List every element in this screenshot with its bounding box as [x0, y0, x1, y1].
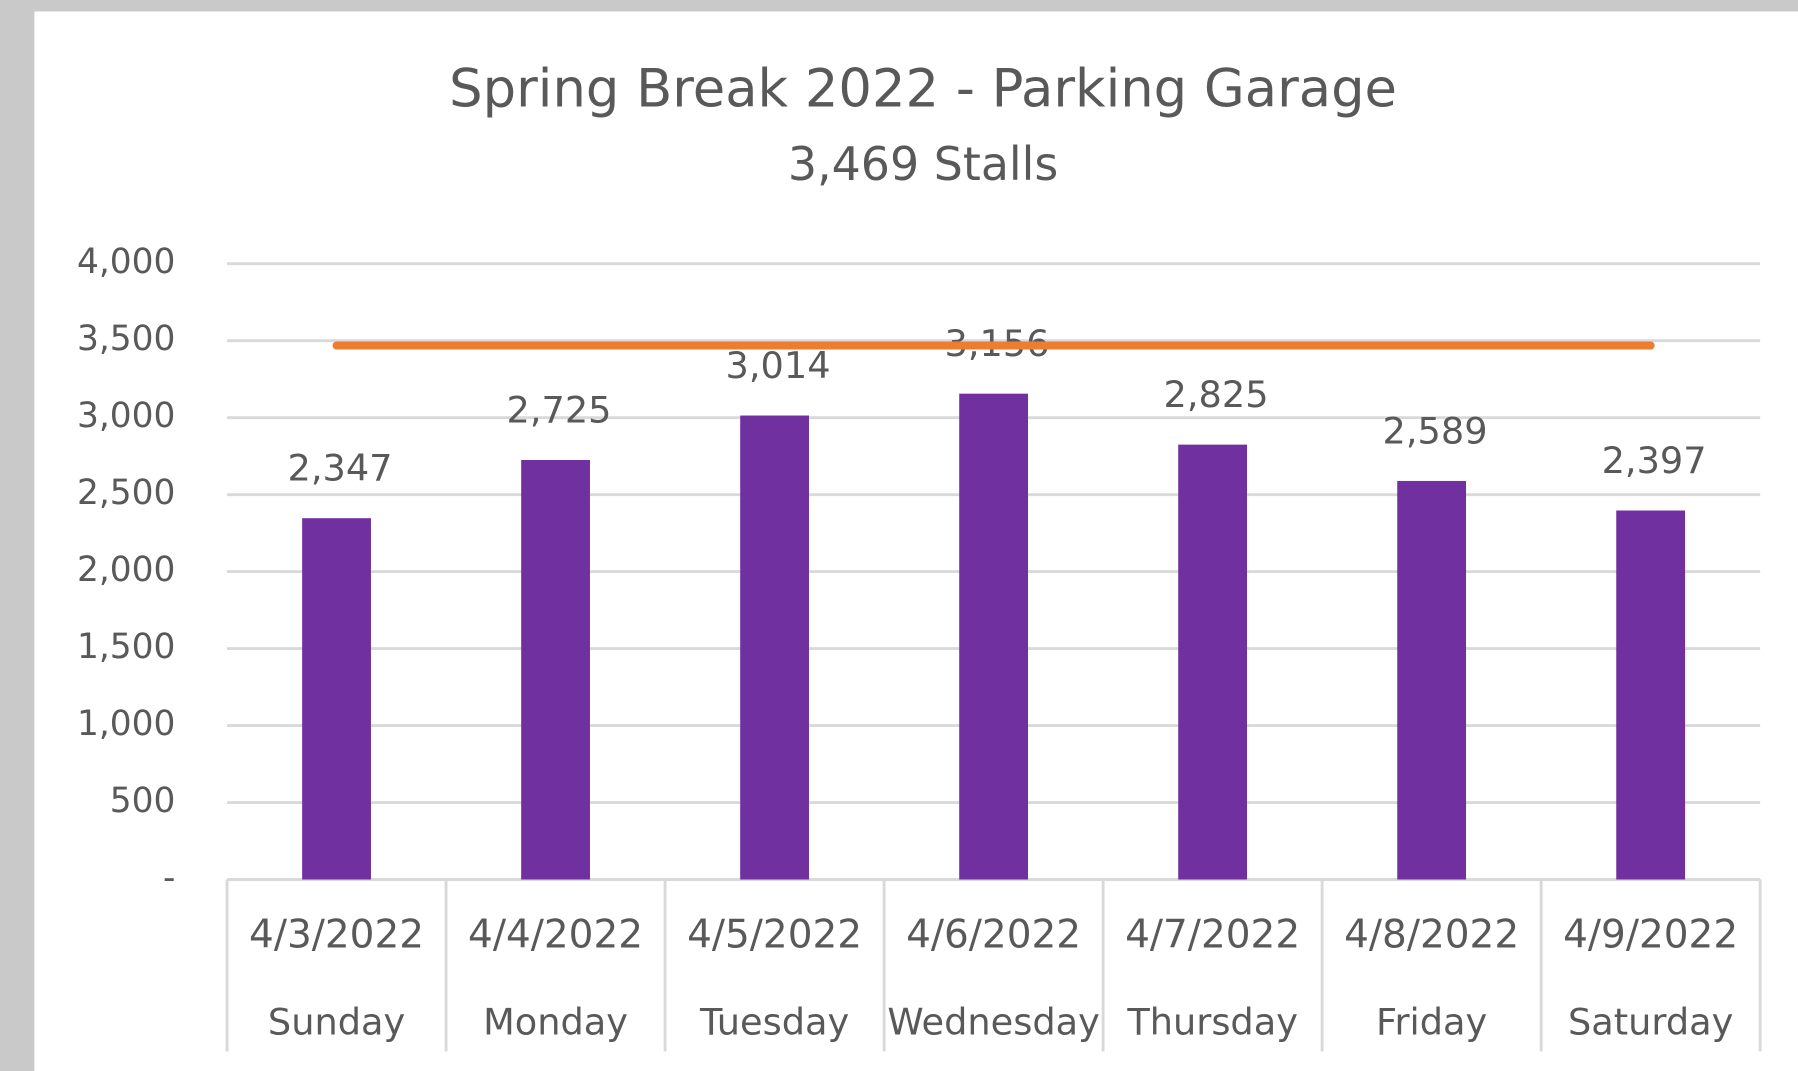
y-tick-label: - [163, 858, 175, 898]
bar [1178, 444, 1248, 880]
x-weekday-label: Tuesday [699, 1000, 849, 1043]
data-label: 2,725 [506, 388, 611, 431]
bar [1397, 480, 1467, 880]
x-tick-label: 4/4/2022 [468, 912, 643, 957]
data-label: 2,825 [1164, 373, 1269, 416]
bar [1616, 510, 1686, 880]
x-weekday-label: Thursday [1126, 1000, 1298, 1043]
x-tick-label: 4/3/2022 [249, 912, 424, 957]
y-tick-label: 2,500 [77, 473, 175, 513]
x-weekday-label: Sunday [268, 1000, 405, 1043]
y-tick-label: 3,000 [77, 396, 175, 436]
y-tick-label: 1,500 [77, 627, 175, 667]
y-tick-label: 3,500 [77, 319, 175, 359]
x-tick-label: 4/5/2022 [687, 912, 862, 957]
data-label: 2,397 [1602, 439, 1707, 482]
bar [740, 415, 809, 880]
x-weekday-label: Wednesday [887, 1000, 1099, 1043]
x-weekday-label: Saturday [1568, 1000, 1733, 1043]
bar [302, 518, 371, 880]
x-tick-label: 4/6/2022 [906, 912, 1081, 957]
data-label: 3,014 [726, 344, 831, 387]
data-label: 2,347 [287, 447, 392, 490]
y-tick-label: 2,000 [77, 550, 175, 590]
y-tick-label: 4,000 [77, 242, 175, 282]
data-label: 2,589 [1383, 409, 1488, 452]
y-tick-label: 500 [110, 781, 176, 821]
y-tick-label: 1,000 [77, 704, 175, 744]
x-tick-label: 4/9/2022 [1563, 912, 1738, 957]
x-weekday-label: Friday [1376, 1000, 1487, 1043]
x-tick-label: 4/7/2022 [1125, 912, 1300, 957]
chart-title: Spring Break 2022 - Parking Garage [449, 58, 1397, 119]
bar [521, 460, 590, 880]
x-tick-label: 4/8/2022 [1344, 912, 1519, 957]
bar [959, 393, 1029, 880]
chart-subtitle: 3,469 Stalls [788, 137, 1058, 191]
x-weekday-label: Monday [483, 1000, 628, 1043]
